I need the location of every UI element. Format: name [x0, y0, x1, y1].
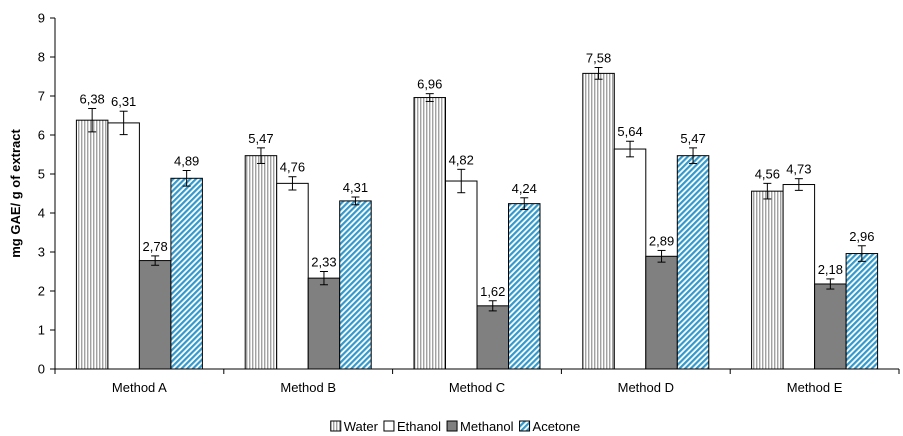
- data-label: 6,38: [79, 91, 104, 106]
- bar-acetone: [508, 203, 541, 370]
- legend-label-ethanol: Ethanol: [397, 419, 441, 434]
- bar-acetone: [339, 200, 372, 370]
- y-tick-label: 7: [38, 89, 45, 104]
- y-tick-label: 0: [38, 362, 45, 377]
- data-label: 4,76: [280, 160, 305, 175]
- y-tick-label: 6: [38, 128, 45, 143]
- category-label: Method E: [787, 380, 843, 395]
- y-tick-label: 9: [38, 11, 45, 26]
- y-tick-label: 4: [38, 206, 45, 221]
- bar-methanol: [307, 277, 341, 370]
- legend-label-methanol: Methanol: [460, 419, 514, 434]
- data-label: 4,82: [449, 152, 474, 167]
- legend-label-acetone: Acetone: [533, 419, 581, 434]
- data-label: 2,96: [849, 229, 874, 244]
- data-label: 5,47: [680, 131, 705, 146]
- data-label: 4,89: [174, 153, 199, 168]
- y-tick-label: 3: [38, 245, 45, 260]
- y-tick-label: 2: [38, 284, 45, 299]
- data-label: 2,78: [142, 239, 167, 254]
- y-tick-label: 5: [38, 167, 45, 182]
- bar-acetone: [676, 155, 710, 370]
- category-label: Method D: [618, 380, 674, 395]
- data-label: 5,64: [617, 124, 642, 139]
- bar-ethanol: [782, 184, 816, 370]
- legend-swatch-acetone: [519, 420, 531, 432]
- bar-ethanol: [276, 182, 309, 370]
- data-label: 2,33: [311, 255, 336, 270]
- data-label: 2,89: [649, 233, 674, 248]
- bar-ethanol: [445, 180, 478, 370]
- bar-water: [244, 155, 278, 370]
- y-axis-title: mg GAE/ g of extract: [8, 129, 23, 258]
- data-label: 4,56: [755, 166, 780, 181]
- bar-methanol: [138, 260, 172, 370]
- legend-label-water: Water: [344, 419, 379, 434]
- legend-swatch-water: [330, 420, 342, 432]
- data-label: 2,18: [818, 262, 843, 277]
- bar-water: [582, 72, 615, 370]
- data-label: 5,47: [248, 131, 273, 146]
- data-label: 6,31: [111, 94, 136, 109]
- data-label: 4,73: [786, 162, 811, 177]
- bar-ethanol: [107, 122, 140, 370]
- bar-methanol: [476, 305, 509, 370]
- bar-water: [751, 190, 784, 370]
- data-label: 4,31: [343, 180, 368, 195]
- data-label: 7,58: [586, 51, 611, 66]
- bar-ethanol: [613, 148, 647, 370]
- data-label: 1,62: [480, 284, 505, 299]
- y-tick-label: 1: [38, 323, 45, 338]
- category-label: Method B: [280, 380, 336, 395]
- bar-acetone: [845, 253, 879, 370]
- bar-methanol: [814, 283, 847, 370]
- data-label: 4,24: [512, 181, 537, 196]
- bar-methanol: [645, 255, 678, 370]
- bar-water: [75, 119, 109, 370]
- legend-swatch-ethanol: [383, 420, 395, 432]
- y-tick-label: 8: [38, 50, 45, 65]
- bar-acetone: [170, 177, 203, 370]
- category-label: Method C: [449, 380, 505, 395]
- legend-swatch-methanol: [446, 420, 458, 432]
- data-label: 6,96: [417, 77, 442, 92]
- category-label: Method A: [112, 380, 167, 395]
- bar-water: [413, 97, 446, 370]
